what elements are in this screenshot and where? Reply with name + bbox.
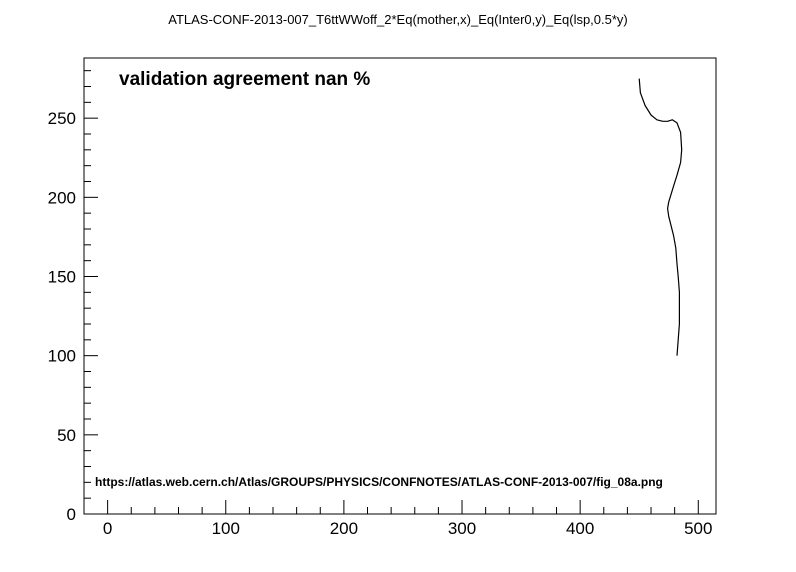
y-tick-label: 100 [48,347,76,366]
x-tick-label: 200 [330,519,358,538]
x-axis: 0 100 200 300 400 500 [83,500,712,538]
y-tick-label: 250 [48,109,76,128]
chart-title: ATLAS-CONF-2013-007_T6ttWWoff_2*Eq(mothe… [168,12,628,27]
x-tick-label: 400 [566,519,594,538]
source-url-annotation: https://atlas.web.cern.ch/Atlas/GROUPS/P… [95,475,663,489]
y-tick-label: 150 [48,268,76,287]
y-tick-label: 50 [57,426,76,445]
y-tick-label: 200 [48,188,76,207]
x-tick-label: 0 [103,519,112,538]
agreement-annotation: validation agreement nan % [119,69,370,90]
x-tick-label: 300 [448,519,476,538]
series-line [638,78,683,356]
x-tick-label: 500 [684,519,712,538]
series-layer [638,78,683,356]
y-axis: 0 50 100 150 200 250 [48,70,98,524]
y-tick-label: 0 [67,505,76,524]
x-tick-label: 100 [212,519,240,538]
plot-frame [83,57,717,515]
